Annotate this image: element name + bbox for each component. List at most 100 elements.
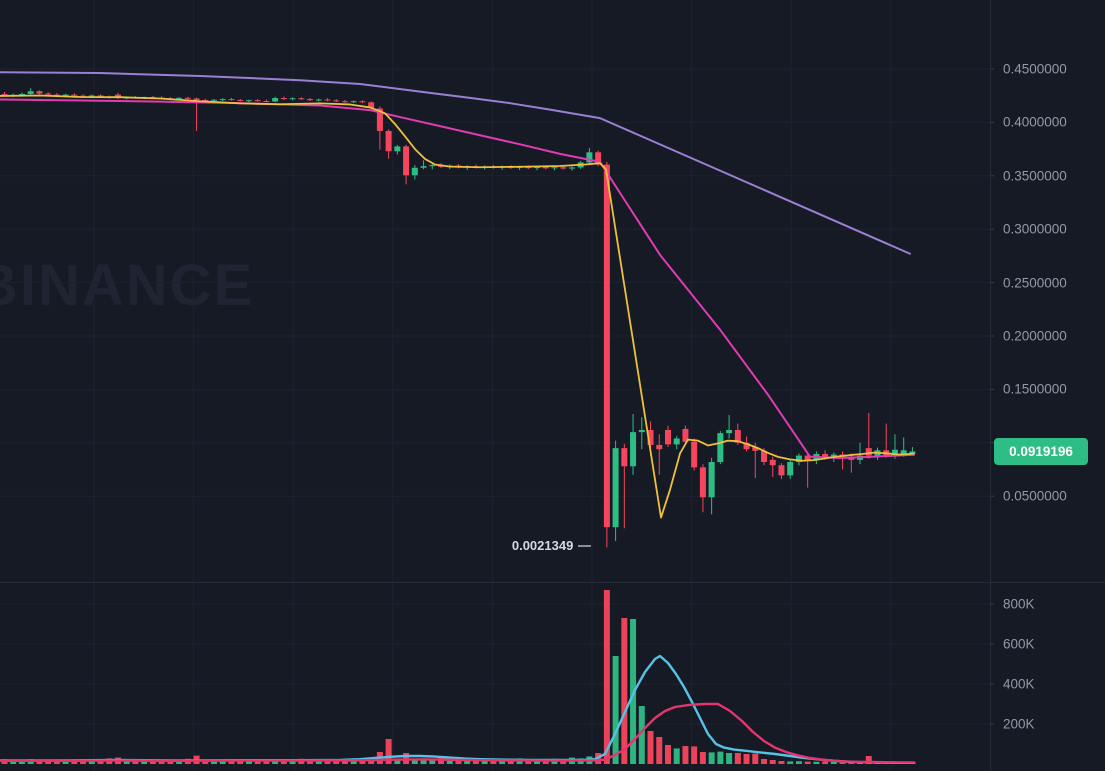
- candle-body: [717, 433, 724, 463]
- candle-body: [761, 450, 768, 463]
- candle-body: [638, 429, 645, 433]
- volume-bar: [211, 760, 218, 764]
- volume-bar: [45, 761, 52, 764]
- volume-bar: [612, 656, 619, 764]
- candle-body: [193, 98, 200, 100]
- volume-bar: [525, 759, 532, 764]
- candle-body: [333, 100, 340, 102]
- volume-bar: [385, 739, 392, 764]
- volume-bar: [176, 760, 183, 764]
- volume-bar: [691, 746, 698, 764]
- candle-body: [88, 95, 95, 97]
- volume-bar: [865, 756, 872, 764]
- candle-body: [551, 167, 558, 169]
- volume-axis-label: 200K: [1003, 716, 1035, 732]
- candle-body: [804, 455, 811, 461]
- price-axis[interactable]: 0.4500000 0.4000000 0.3500000 0.3000000 0.25…: [990, 0, 1105, 771]
- candle-body: [822, 454, 829, 458]
- volume-bar: [778, 761, 785, 764]
- volume-bar: [481, 760, 488, 764]
- candle-body: [298, 98, 305, 100]
- volume-bar: [420, 758, 427, 764]
- candle-body: [315, 99, 322, 101]
- volume-bar: [734, 753, 741, 764]
- volume-bar: [717, 751, 724, 764]
- candle-body: [411, 167, 418, 176]
- main-chart-pane[interactable]: [0, 0, 990, 582]
- candle-body: [254, 100, 261, 102]
- volume-bar: [752, 753, 759, 764]
- candle-body: [647, 429, 654, 445]
- last-price-text: 0.0919196: [1009, 443, 1073, 459]
- volume-bar: [673, 748, 680, 764]
- candle-body: [245, 100, 252, 102]
- candle-body: [219, 99, 226, 101]
- volume-bar: [795, 761, 802, 764]
- volume-bar: [813, 761, 820, 764]
- volume-bar: [149, 760, 156, 764]
- candle-body: [394, 146, 401, 152]
- candle-body: [664, 429, 671, 445]
- candle-body: [542, 167, 549, 169]
- candle-body: [612, 448, 619, 528]
- candle-body: [865, 448, 872, 456]
- candle-body: [586, 152, 593, 163]
- volume-bar: [36, 760, 43, 764]
- volume-bar: [158, 760, 165, 764]
- volume-bar: [769, 760, 776, 764]
- candle-body: [385, 130, 392, 152]
- candle-body: [743, 442, 750, 450]
- price-axis-label: 0.1500000: [1003, 381, 1067, 397]
- price-axis-label: 0.0500000: [1003, 488, 1067, 504]
- candle-body: [787, 462, 794, 476]
- volume-bar: [726, 753, 733, 764]
- volume-bar: [743, 754, 750, 764]
- low-price-annotation: 0.0021349: [512, 538, 592, 553]
- candle-body: [359, 101, 366, 103]
- candle-body: [272, 98, 279, 102]
- volume-bar: [141, 761, 148, 764]
- volume-bar: [699, 752, 706, 764]
- ma-purple: [0, 71, 911, 255]
- volume-bar: [822, 761, 829, 764]
- candle-body: [900, 450, 907, 455]
- candle-body: [53, 94, 60, 96]
- volume-pane[interactable]: [0, 583, 990, 771]
- volume-bar: [289, 759, 296, 764]
- candle-body: [62, 94, 69, 96]
- candle-body: [45, 93, 52, 95]
- volume-bar: [638, 706, 645, 764]
- candle-body: [341, 101, 348, 103]
- volume-bar: [18, 760, 25, 764]
- candle-body: [726, 429, 733, 434]
- candle-body: [280, 98, 287, 100]
- volume-bar: [761, 759, 768, 764]
- candle-body: [403, 146, 410, 176]
- candle-body: [630, 432, 637, 467]
- last-price-badge: 0.0919196: [994, 437, 1088, 465]
- volume-bar: [280, 760, 287, 764]
- volume-bar: [254, 760, 261, 764]
- candle-body: [534, 167, 541, 169]
- candle-body: [368, 102, 375, 108]
- volume-bar: [80, 760, 87, 764]
- candle-body: [71, 94, 78, 96]
- volume-bar: [647, 731, 654, 764]
- price-axis-label: 0.2000000: [1003, 328, 1067, 344]
- candle-body: [27, 91, 34, 94]
- candle-body: [708, 462, 715, 498]
- volume-bar: [10, 760, 17, 764]
- price-axis-label: 0.3000000: [1003, 221, 1067, 237]
- low-price-dash: [578, 544, 592, 547]
- candle-body: [691, 441, 698, 468]
- candle-body: [228, 99, 235, 101]
- candle-body: [560, 167, 567, 169]
- candle-body: [324, 99, 331, 101]
- candle-body: [734, 429, 741, 443]
- candle-body: [176, 97, 183, 99]
- volume-bar: [245, 760, 252, 764]
- candle-body: [568, 167, 575, 169]
- volume-axis-label: 600K: [1003, 636, 1035, 652]
